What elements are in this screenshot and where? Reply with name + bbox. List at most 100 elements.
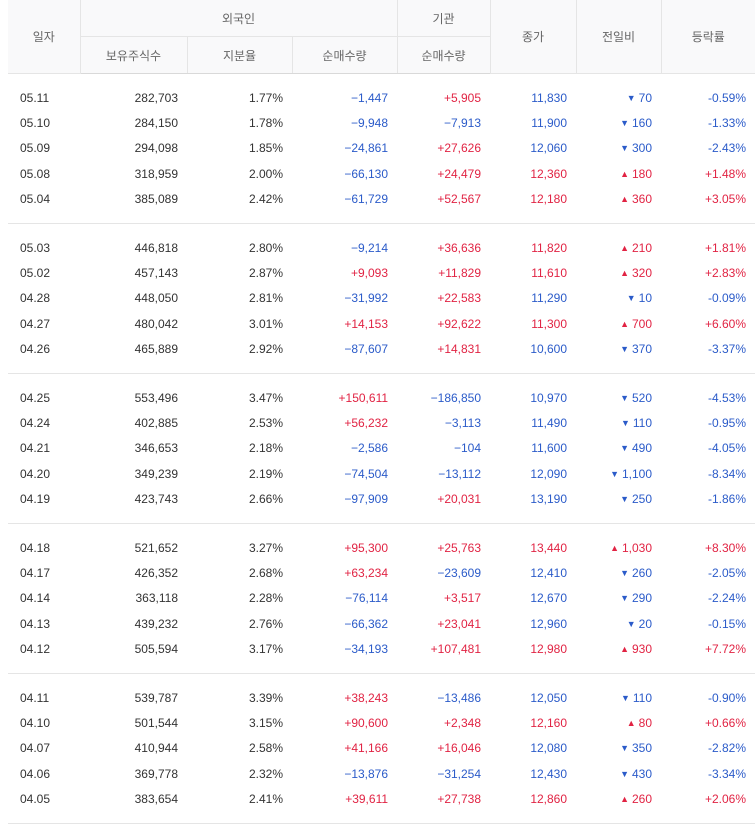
cell-holdings: 501,544: [134, 715, 178, 730]
cell-close: 12,410: [530, 565, 568, 580]
cell-close: 13,440: [530, 540, 568, 555]
table-row: 04.06 369,778 2.32% −13,876 −31,254 12,430 ▼ 43…: [8, 761, 755, 786]
cell-date: 04.14: [20, 591, 51, 606]
table-row: 05.08 318,959 2.00% −66,130 +24,479 12,360 ▲ 18…: [8, 161, 755, 186]
change-value: 80: [638, 715, 653, 730]
change-value: 490: [632, 441, 653, 456]
cell-close: 11,900: [531, 116, 568, 131]
table-row: 04.24 402,885 2.53% +56,232 −3,113 11,490 ▼ 110…: [8, 410, 755, 435]
triangle-down-icon: ▼: [620, 392, 629, 403]
table-row: 05.02 457,143 2.87% +9,093 +11,829 11,610 ▲ 320…: [8, 260, 755, 285]
group-divider: [8, 211, 755, 224]
cell-ratio: 3.17%: [248, 642, 283, 657]
cell-foreign-net: −31,992: [344, 291, 389, 306]
cell-holdings: 521,652: [134, 540, 178, 555]
cell-foreign-net: −87,607: [344, 342, 389, 357]
change-value: 320: [632, 266, 653, 281]
group-spacer: [8, 223, 755, 235]
table-row: 04.13 439,232 2.76% −66,362 +23,041 12,960 ▼ 20…: [8, 611, 755, 636]
cell-inst-net: −186,850: [430, 390, 482, 405]
cell-inst-net: +3,517: [443, 591, 482, 606]
cell-rate: -0.09%: [708, 291, 747, 306]
cell-rate: -8.34%: [708, 466, 747, 481]
cell-date: 05.04: [20, 192, 51, 207]
cell-rate: +2.06%: [704, 792, 747, 807]
cell-inst-net: +52,567: [437, 192, 482, 207]
cell-ratio: 1.85%: [248, 141, 283, 156]
cell-rate: -2.05%: [708, 565, 747, 580]
cell-foreign-net: +14,153: [344, 316, 389, 331]
cell-inst-net: +27,738: [437, 792, 482, 807]
cell-close: 12,360: [530, 166, 568, 181]
cell-foreign-net: −97,909: [344, 492, 389, 507]
cell-holdings: 505,594: [134, 642, 178, 657]
cell-foreign-net: +56,232: [344, 415, 389, 430]
cell-ratio: 1.78%: [248, 116, 283, 131]
table-row: 04.07 410,944 2.58% +41,166 +16,046 12,080 ▼ 35…: [8, 736, 755, 761]
cell-date: 05.09: [20, 141, 51, 156]
cell-ratio: 1.77%: [248, 90, 283, 105]
triangle-down-icon: ▼: [626, 293, 636, 304]
triangle-down-icon: ▼: [620, 417, 630, 428]
table-row: 05.11 282,703 1.77% −1,447 +5,905 11,830 ▼ 70 -0…: [8, 85, 755, 110]
cell-close: 11,290: [531, 291, 568, 306]
cell-ratio: 3.39%: [248, 690, 283, 705]
table-row: 05.03 446,818 2.80% −9,214 +36,636 11,820 ▲ 210…: [8, 235, 755, 260]
change-value: 10: [638, 291, 653, 306]
cell-holdings: 423,743: [134, 492, 178, 507]
triangle-down-icon: ▼: [610, 468, 619, 479]
cell-holdings: 426,352: [134, 565, 178, 580]
cell-change: ▼ 20: [576, 611, 661, 636]
triangle-up-icon: ▲: [620, 794, 629, 805]
cell-rate: +7.72%: [704, 642, 747, 657]
change-value: 520: [632, 390, 653, 405]
change-value: 700: [632, 316, 653, 331]
cell-foreign-net: +150,611: [338, 390, 389, 405]
cell-foreign-net: +63,234: [344, 565, 389, 580]
cell-inst-net: +24,479: [437, 166, 482, 181]
cell-ratio: 2.66%: [248, 492, 283, 507]
header-foreign-net: 순매수량: [292, 36, 398, 74]
triangle-up-icon: ▲: [610, 542, 619, 553]
cell-holdings: 385,089: [134, 192, 178, 207]
table-row: 05.10 284,150 1.78% −9,948 −7,913 11,900 ▼ 160 -…: [8, 110, 755, 135]
cell-ratio: 2.18%: [248, 441, 283, 456]
table-row: 05.09 294,098 1.85% −24,861 +27,626 12,060 ▼ 30…: [8, 136, 755, 161]
cell-ratio: 2.81%: [248, 291, 283, 306]
cell-date: 04.12: [20, 642, 51, 657]
cell-rate: -1.86%: [708, 492, 747, 507]
change-value: 210: [632, 240, 653, 255]
triangle-up-icon: ▲: [620, 194, 629, 205]
cell-date: 04.10: [20, 715, 51, 730]
cell-inst-net: −7,913: [443, 116, 482, 131]
cell-foreign-net: +9,093: [350, 266, 389, 281]
cell-foreign-net: +39,611: [345, 792, 389, 807]
cell-holdings: 446,818: [134, 240, 178, 255]
cell-inst-net: −13,486: [437, 690, 482, 705]
cell-close: 10,970: [530, 390, 568, 405]
group-divider: [8, 661, 755, 674]
cell-rate: -2.43%: [708, 141, 747, 156]
cell-holdings: 294,098: [134, 141, 178, 156]
cell-date: 04.06: [20, 766, 51, 781]
cell-inst-net: +107,481: [430, 642, 482, 657]
cell-change: ▲ 180: [576, 161, 661, 186]
change-value: 1,100: [622, 466, 653, 481]
cell-close: 10,600: [530, 342, 568, 357]
cell-ratio: 2.80%: [248, 240, 283, 255]
cell-date: 05.08: [20, 166, 51, 181]
cell-inst-net: −13,112: [438, 466, 482, 481]
cell-change: ▲ 320: [576, 260, 661, 285]
table-row: 04.19 423,743 2.66% −97,909 +20,031 13,190 ▼ 25…: [8, 486, 755, 511]
cell-inst-net: +92,622: [437, 316, 482, 331]
cell-close: 11,600: [531, 441, 568, 456]
cell-holdings: 318,959: [134, 166, 178, 181]
cell-ratio: 2.41%: [248, 792, 283, 807]
change-value: 350: [632, 741, 653, 756]
cell-change: ▼ 290: [576, 586, 661, 611]
cell-holdings: 480,042: [134, 316, 178, 331]
cell-inst-net: +22,583: [437, 291, 482, 306]
cell-rate: -4.05%: [708, 441, 747, 456]
cell-change: ▼ 110: [576, 685, 661, 710]
cell-close: 13,190: [530, 492, 568, 507]
